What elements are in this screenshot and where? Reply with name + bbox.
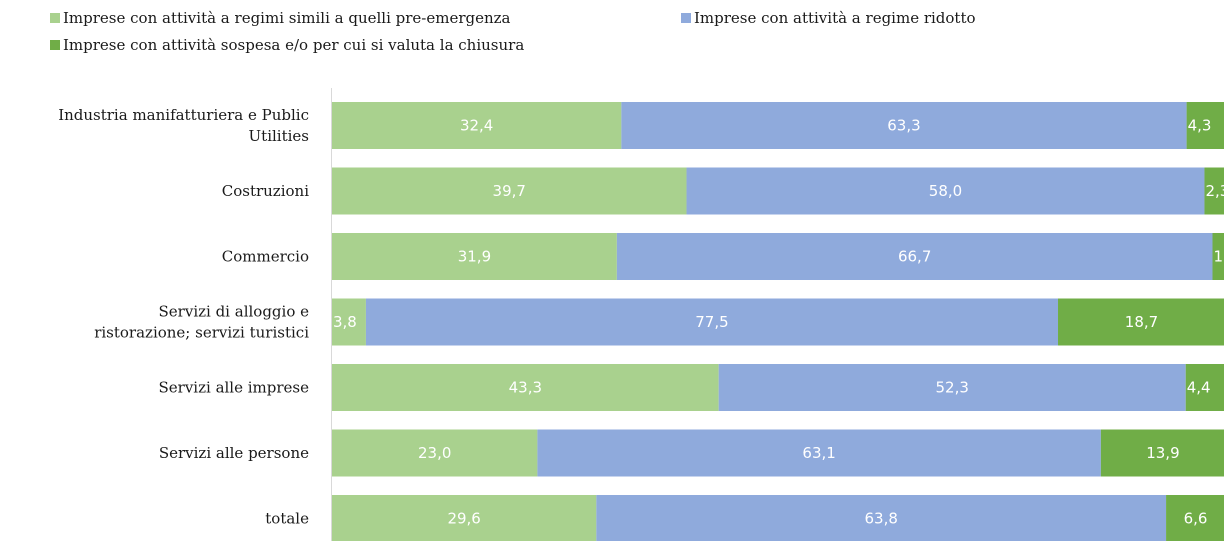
data-label: 1,5: [1213, 248, 1224, 266]
bar-segment: [686, 167, 1205, 215]
data-label: 52,3: [935, 379, 968, 397]
bar-segment: [1100, 429, 1224, 477]
category-label-line: totale: [265, 510, 309, 528]
data-label: 13,9: [1146, 444, 1179, 462]
data-label: 58,0: [929, 182, 962, 200]
data-label: 4,3: [1188, 117, 1212, 135]
legend-label-3: Imprese con attività sospesa e/o per cui…: [63, 36, 524, 54]
bar-segment: [365, 298, 1059, 346]
bar-segment: [718, 364, 1186, 411]
bar-segment: [621, 102, 1187, 149]
category-label: totale: [265, 510, 309, 528]
bar-segment: [332, 167, 687, 215]
data-label: 31,9: [458, 248, 491, 266]
bar-segment: [332, 102, 622, 149]
data-label: 18,7: [1125, 313, 1158, 331]
legend-swatch-1: [50, 13, 60, 23]
category-label: Servizi di alloggio e ristorazione; servi…: [94, 303, 309, 342]
category-label: Servizi alle persone: [159, 444, 309, 462]
bar-segment: [1204, 167, 1224, 215]
bar-segment: [537, 429, 1101, 477]
data-label: 63,1: [802, 444, 835, 462]
legend-swatch-2: [681, 13, 691, 23]
data-label: 3,8: [333, 313, 357, 331]
category-label-line: Industria manifatturiera e Public: [58, 106, 309, 124]
category-label: Industria manifatturiera e Public Utiliti…: [58, 106, 309, 145]
bar-segment: [596, 495, 1167, 541]
bar-segment: [1185, 364, 1224, 411]
bar-segment: [1212, 233, 1224, 280]
bar-segment: [332, 233, 617, 280]
category-label-line: Servizi alle persone: [159, 444, 309, 462]
category-label-line: Utilities: [249, 127, 309, 145]
data-label: 39,7: [493, 182, 526, 200]
category-label: Costruzioni: [222, 182, 309, 200]
data-label: 66,7: [898, 248, 931, 266]
category-label-line: Commercio: [222, 248, 309, 266]
data-label: 77,5: [695, 313, 728, 331]
category-label-line: Servizi alle imprese: [159, 379, 310, 397]
bar-segment: [332, 364, 719, 411]
data-label: 6,6: [1184, 510, 1208, 528]
data-label: 2,3: [1205, 182, 1224, 200]
bar-segment: [1186, 102, 1224, 149]
legend-label-2: Imprese con attività a regime ridotto: [694, 9, 976, 27]
data-label: 32,4: [460, 117, 493, 135]
legend-swatch-3: [50, 40, 60, 50]
data-label: 29,6: [447, 510, 480, 528]
category-label-line: Servizi di alloggio e: [159, 303, 310, 321]
bar-segment: [332, 429, 538, 477]
category-label-line: ristorazione; servizi turistici: [94, 324, 309, 342]
bar-segment: [332, 495, 597, 541]
bar-segment: [1058, 298, 1224, 346]
bar-segment: [616, 233, 1213, 280]
bar-segment: [1166, 495, 1224, 541]
data-label: 63,3: [887, 117, 920, 135]
bar-segment: [332, 298, 366, 346]
data-label: 23,0: [418, 444, 451, 462]
data-label: 63,8: [864, 510, 897, 528]
data-label: 43,3: [509, 379, 542, 397]
data-label: 4,4: [1187, 379, 1211, 397]
legend-label-1: Imprese con attività a regimi simili a q…: [63, 9, 511, 27]
category-label: Commercio: [222, 248, 309, 266]
category-label-line: Costruzioni: [222, 182, 309, 200]
category-label: Servizi alle imprese: [159, 379, 310, 397]
